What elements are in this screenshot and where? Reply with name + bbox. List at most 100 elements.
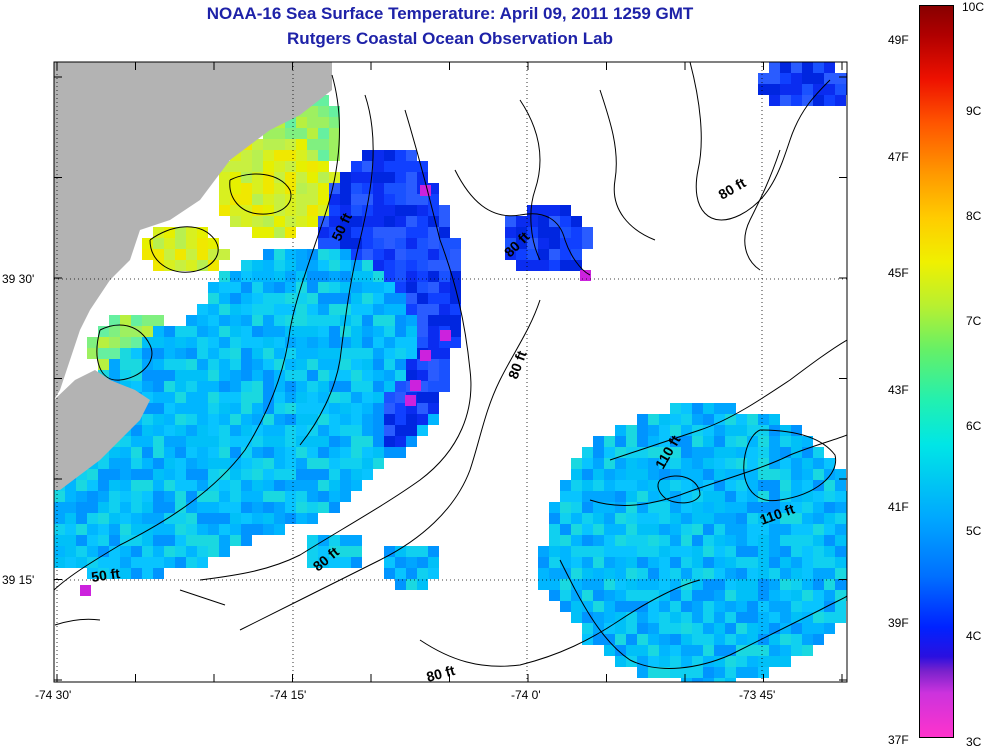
sst-pixel [362,315,373,326]
sst-pixel [802,546,813,557]
sst-pixel [780,502,791,513]
sst-pixel [373,337,384,348]
sst-pixel [725,678,736,682]
sst-pixel [120,546,131,557]
sst-pixel [406,414,417,425]
sst-pixel [329,117,340,128]
sst-pixel [351,326,362,337]
sst-pixel [252,150,263,161]
sst-pixel [780,557,791,568]
sst-pixel [725,513,736,524]
sst-pixel [615,458,626,469]
sst-pixel [285,271,296,282]
sst-pixel [263,403,274,414]
sst-pixel [241,172,252,183]
sst-pixel [340,249,351,260]
sst-pixel [736,436,747,447]
sst-pixel [230,282,241,293]
sst-pixel [824,568,835,579]
sst-pixel [406,579,417,590]
sst-pixel [164,535,175,546]
sst-pixel [274,491,285,502]
sst-pixel [692,678,703,682]
sst-pixel [351,436,362,447]
sst-pixel [580,270,591,281]
sst-pixel [307,447,318,458]
sst-pixel [626,480,637,491]
sst-pixel [450,315,461,326]
sst-pixel [230,359,241,370]
sst-pixel [307,183,318,194]
sst-pixel [527,216,538,227]
sst-pixel [285,260,296,271]
sst-pixel [252,480,263,491]
sst-pixel [351,359,362,370]
sst-pixel [758,469,769,480]
sst-pixel [637,491,648,502]
sst-pixel [714,502,725,513]
sst-pixel [384,172,395,183]
sst-pixel [373,260,384,271]
sst-pixel [131,546,142,557]
sst-pixel [681,502,692,513]
sst-pixel [736,491,747,502]
sst-pixel [681,469,692,480]
sst-pixel [725,568,736,579]
sst-pixel [318,282,329,293]
sst-pixel [659,447,670,458]
sst-pixel [208,469,219,480]
sst-pixel [395,447,406,458]
sst-pixel [164,403,175,414]
sst-pixel [142,370,153,381]
sst-pixel [329,260,340,271]
sst-pixel [186,524,197,535]
sst-pixel [846,491,847,502]
sst-pixel [395,249,406,260]
sst-pixel [802,535,813,546]
sst-pixel [197,392,208,403]
sst-pixel [373,425,384,436]
sst-pixel [648,469,659,480]
sst-pixel [186,436,197,447]
sst-pixel [274,359,285,370]
sst-pixel [329,381,340,392]
sst-pixel [241,447,252,458]
sst-pixel [780,612,791,623]
sst-pixel [747,601,758,612]
sst-pixel [406,337,417,348]
sst-pixel [153,227,164,238]
sst-pixel [329,205,340,216]
sst-pixel [406,260,417,271]
sst-pixel [241,502,252,513]
sst-pixel [219,282,230,293]
sst-pixel [351,172,362,183]
sst-pixel [758,557,769,568]
sst-pixel [758,645,769,656]
sst-pixel [296,161,307,172]
sst-pixel [747,557,758,568]
sst-pixel [362,249,373,260]
sst-pixel [769,579,780,590]
sst-pixel [417,568,428,579]
sst-pixel [142,568,153,579]
sst-pixel [846,557,847,568]
sst-pixel [307,359,318,370]
sst-pixel [373,238,384,249]
sst-pixel [340,436,351,447]
colorbar-fahrenheit-label: 41F [888,500,909,514]
sst-pixel [120,370,131,381]
sst-pixel [637,546,648,557]
sst-pixel [835,73,846,84]
sst-pixel [186,502,197,513]
sst-pixel [538,216,549,227]
sst-pixel [285,282,296,293]
sst-pixel [604,447,615,458]
sst-pixel [549,568,560,579]
axis-ticks [54,62,847,682]
sst-pixel [736,458,747,469]
sst-pixel [208,392,219,403]
sst-pixel [120,315,131,326]
sst-pixel [538,568,549,579]
sst-pixel [626,436,637,447]
sst-pixel [153,260,164,271]
